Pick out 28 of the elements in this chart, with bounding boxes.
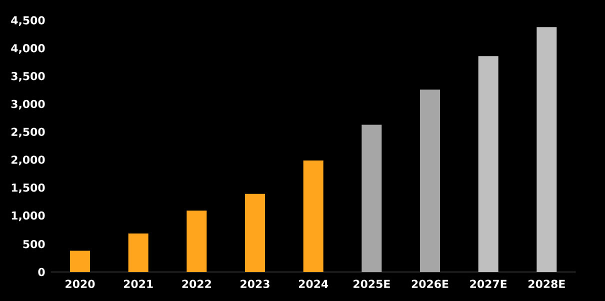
bar <box>478 56 498 272</box>
x-tick-label: 2028E <box>528 280 565 288</box>
x-tick-label: 2024 <box>298 280 328 288</box>
x-tick-label: 2025E <box>354 280 390 288</box>
y-tick-label: 4,000 <box>11 44 45 54</box>
x-tick-label: 2021 <box>124 280 153 288</box>
y-tick-label: 3,000 <box>11 100 45 110</box>
bar <box>128 234 148 272</box>
x-tick-label: 2026E <box>412 280 448 288</box>
x-tick-label: 2023 <box>240 280 270 288</box>
y-tick-label: 2,000 <box>12 156 45 166</box>
bar <box>186 210 207 272</box>
y-tick-label: 2,500 <box>12 128 45 138</box>
bar <box>420 90 440 272</box>
x-tick-label: 2020 <box>66 280 95 288</box>
bar <box>70 250 90 272</box>
x-tick-label: 2022 <box>182 280 211 288</box>
bar <box>303 160 324 272</box>
bar <box>245 194 265 272</box>
y-tick-label: 1,500 <box>12 183 45 194</box>
bar <box>362 124 382 272</box>
y-tick-label: 0 <box>38 268 45 276</box>
y-tick-label: 1,000 <box>12 211 45 222</box>
y-tick-label: 4,500 <box>11 16 45 26</box>
y-tick-label: 500 <box>23 240 45 248</box>
x-tick-label: 2027E <box>470 280 507 288</box>
bar <box>536 27 557 272</box>
y-tick-label: 3,500 <box>11 72 45 82</box>
